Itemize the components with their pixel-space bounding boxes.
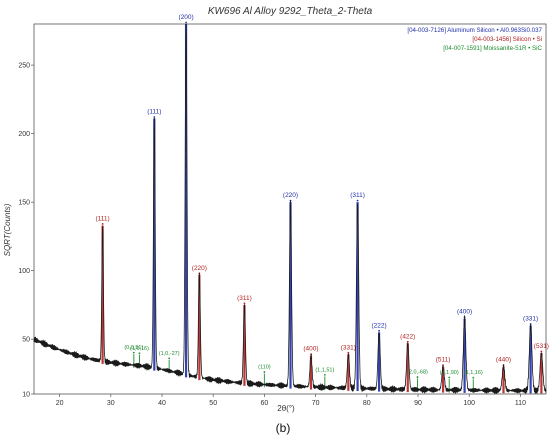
chart-title: KW696 Al Alloy 9292_Theta_2-Theta <box>208 6 373 17</box>
peak-label-al: (400) <box>457 309 472 316</box>
peak-label-si: (311) <box>237 295 252 302</box>
x-tick-label: 20 <box>56 400 64 407</box>
peak-label-al: (311) <box>350 192 365 199</box>
peak-label-si: (511) <box>436 357 451 364</box>
peak-label-sic: (0,0,51) <box>124 345 143 351</box>
peak-label-si: (440) <box>496 357 511 364</box>
x-tick-label: 30 <box>107 400 115 407</box>
figure-caption: (b) <box>276 421 291 435</box>
peak-label-sic: (110) <box>258 365 271 371</box>
peak-marker-sic <box>138 352 141 355</box>
peak-label-si: (111) <box>95 215 109 222</box>
x-axis-label: 2θ(°) <box>277 404 295 413</box>
peak-marker-sic <box>132 351 135 354</box>
x-tick-label: 40 <box>158 400 166 407</box>
x-tick-label: 90 <box>414 400 422 407</box>
y-tick-label: 10 <box>22 392 30 399</box>
peak-marker-al <box>185 21 187 24</box>
peak-label-sic: (1,1,90) <box>440 370 459 376</box>
peak-label-sic: (2,0,-68) <box>407 370 428 376</box>
peak-marker-al <box>153 116 156 118</box>
peak-label-si: (400) <box>303 346 318 353</box>
peak-marker-si <box>243 302 246 305</box>
peak-marker-sic <box>416 376 419 378</box>
peak-marker-al <box>356 199 359 202</box>
peak-label-sic: (1,0,16) <box>130 346 149 352</box>
y-tick-label: 100 <box>18 268 30 275</box>
x-tick-label: 60 <box>261 400 269 407</box>
plot-frame <box>33 23 547 395</box>
peak-label-sic: (1,1,16) <box>464 370 483 376</box>
peak-marker-sic <box>472 376 475 379</box>
y-tick-label: 250 <box>18 63 30 70</box>
legend-entry: [04-003-1456] Silicon • Si <box>472 36 542 43</box>
y-tick-label: 200 <box>18 131 30 138</box>
peak-label-si: (531) <box>534 343 549 350</box>
peak-label-al: (222) <box>371 322 386 329</box>
legend: [04-003-7126] Aluminum Silicon • Al0.963… <box>407 27 542 52</box>
x-tick-label: 50 <box>209 400 217 407</box>
peak-label-al: (331) <box>523 315 538 322</box>
x-tick-label: 70 <box>312 400 320 407</box>
peak-label-al: (111) <box>147 109 161 116</box>
y-tick-label: 150 <box>18 200 30 207</box>
measured-pattern-line <box>33 23 547 395</box>
y-tick-label: 50 <box>22 337 30 344</box>
peak-label-al: (200) <box>178 14 193 21</box>
peak-label-sic: (1,1,51) <box>315 367 334 373</box>
peak-marker-si <box>540 350 543 353</box>
y-axis-label: SQRT(Counts) <box>3 203 12 256</box>
peak-marker-si <box>406 340 409 343</box>
plot-area: 20 30 40 50 60 70 80 90 100 110 10 50 100 150 200 250 (1… <box>18 14 549 407</box>
peak-label-si: (422) <box>400 333 415 340</box>
x-tick-label: 100 <box>463 400 475 407</box>
peak-marker-sic <box>323 373 326 376</box>
peak-marker-sic <box>168 357 171 360</box>
peak-label-sic: (1,0,-27) <box>159 351 180 357</box>
peak-label-al: (220) <box>283 192 298 199</box>
x-tick-label: 110 <box>515 400 526 407</box>
peak-marker-sic <box>263 371 266 373</box>
peak-marker-si <box>347 351 350 354</box>
peak-label-si: (220) <box>192 265 207 272</box>
x-tick-label: 80 <box>363 400 371 407</box>
peak-marker-al <box>378 329 380 332</box>
peak-label-si: (331) <box>341 344 356 351</box>
peak-marker-si <box>101 223 104 225</box>
legend-entry: [04-007-1591] Moissanite-51R • SiC <box>443 45 542 52</box>
peak-marker-sic <box>448 376 451 379</box>
legend-entry: [04-003-7126] Aluminum Silicon • Al0.963… <box>407 27 542 34</box>
